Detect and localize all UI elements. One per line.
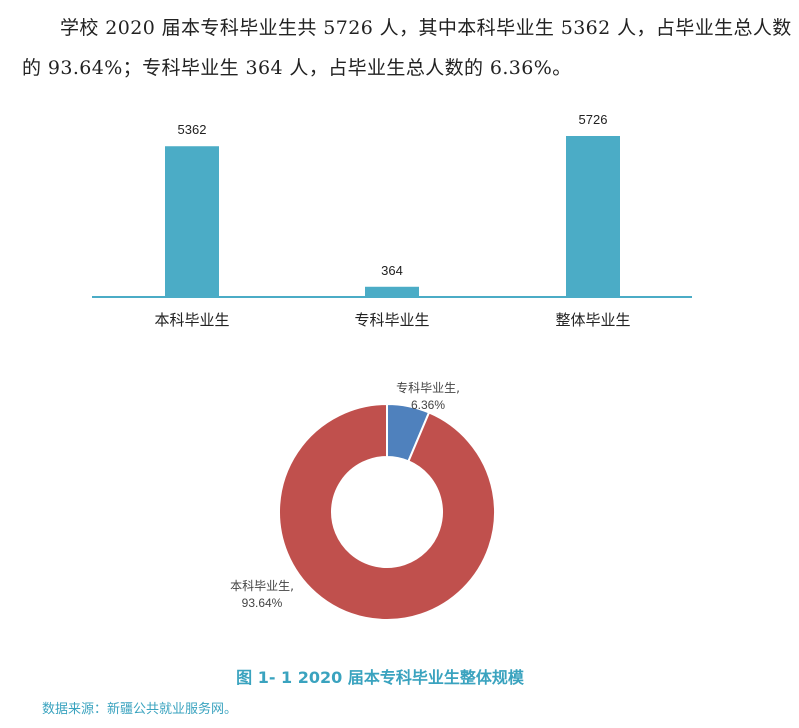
donut-slice-label: 本科毕业生,: [230, 579, 294, 593]
bar-2: [566, 136, 620, 297]
bar-value-label: 5362: [178, 122, 207, 137]
donut-slice-percent: 6.36%: [411, 398, 445, 412]
donut-slice-percent: 93.64%: [242, 596, 283, 610]
bar-category-label: 本科毕业生: [154, 311, 229, 329]
bar-value-label: 5726: [579, 112, 608, 127]
data-source-note: 数据来源：新疆公共就业服务网。: [42, 702, 238, 717]
donut-slice-1: [278, 402, 496, 621]
bar-category-label: 专科毕业生: [354, 311, 429, 329]
figure-caption: 图 1- 1 2020 届本专科毕业生整体规模: [236, 668, 524, 687]
bar-1: [365, 286, 419, 297]
bar-value-label: 364: [381, 263, 403, 278]
bar-category-label: 整体毕业生: [555, 311, 630, 329]
donut-slice-label: 专科毕业生,: [396, 380, 460, 395]
bar-0: [165, 146, 219, 297]
intro-paragraph: 学校 2020 届本专科毕业生共 5726 人，其中本科毕业生 5362 人，占…: [22, 17, 792, 79]
